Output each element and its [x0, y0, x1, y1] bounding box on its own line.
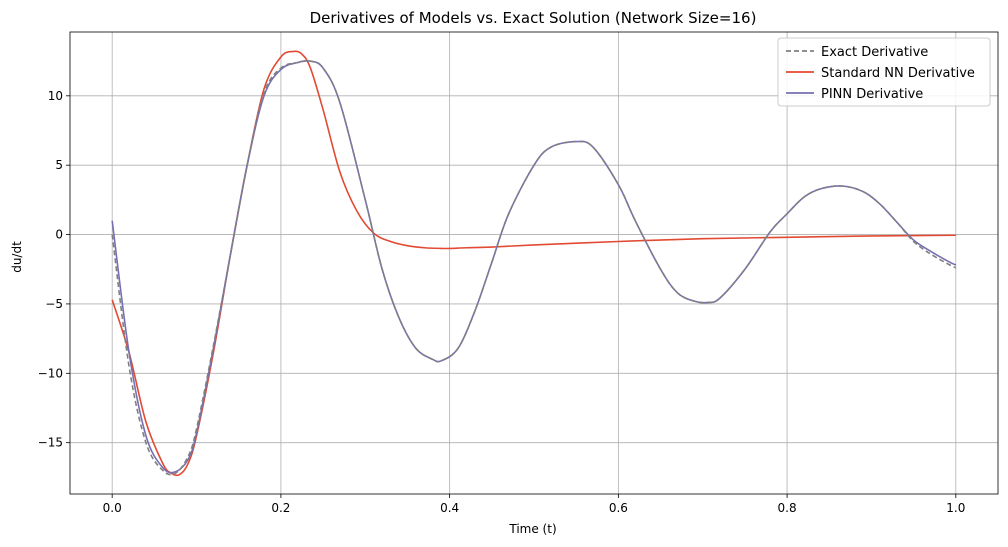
y-tick-label: −15 — [38, 436, 63, 450]
series-lines — [111, 50, 957, 477]
chart-title: Derivatives of Models vs. Exact Solution… — [310, 9, 757, 27]
y-tick-label: −5 — [45, 297, 63, 311]
x-tick-label: 0.0 — [103, 501, 122, 515]
plot-frame — [69, 31, 999, 495]
legend-box — [777, 37, 991, 107]
x-tick-label: 1.0 — [946, 501, 965, 515]
y-tick-label: 5 — [55, 158, 63, 172]
legend-label-exact-derivative: Exact Derivative — [821, 45, 928, 60]
y-tick-label: −10 — [38, 366, 63, 380]
y-tick-label: 0 — [55, 228, 63, 242]
y-tick-label: 10 — [48, 89, 63, 103]
y-axis-label: du/dt — [10, 241, 24, 273]
legend: Exact Derivative Standard NN Derivative PI… — [777, 37, 991, 107]
x-tick-label: 0.2 — [271, 501, 290, 515]
x-tick-label: 0.4 — [440, 501, 459, 515]
x-tick-label: 0.8 — [778, 501, 797, 515]
legend-label-pinn-derivative: PINN Derivative — [821, 87, 923, 102]
pinn-derivative-line — [111, 59, 957, 474]
x-axis-label: Time (t) — [508, 522, 556, 536]
standard-nn-derivative-line — [111, 50, 956, 477]
x-tick-label: 0.6 — [609, 501, 628, 515]
grid — [70, 32, 998, 494]
ticks: 0.0 0.2 0.4 0.6 0.8 1.0 −15 −10 −5 0 5 10 — [38, 89, 966, 515]
legend-label-standard-nn-derivative: Standard NN Derivative — [821, 66, 975, 81]
exact-derivative-line — [111, 60, 957, 476]
